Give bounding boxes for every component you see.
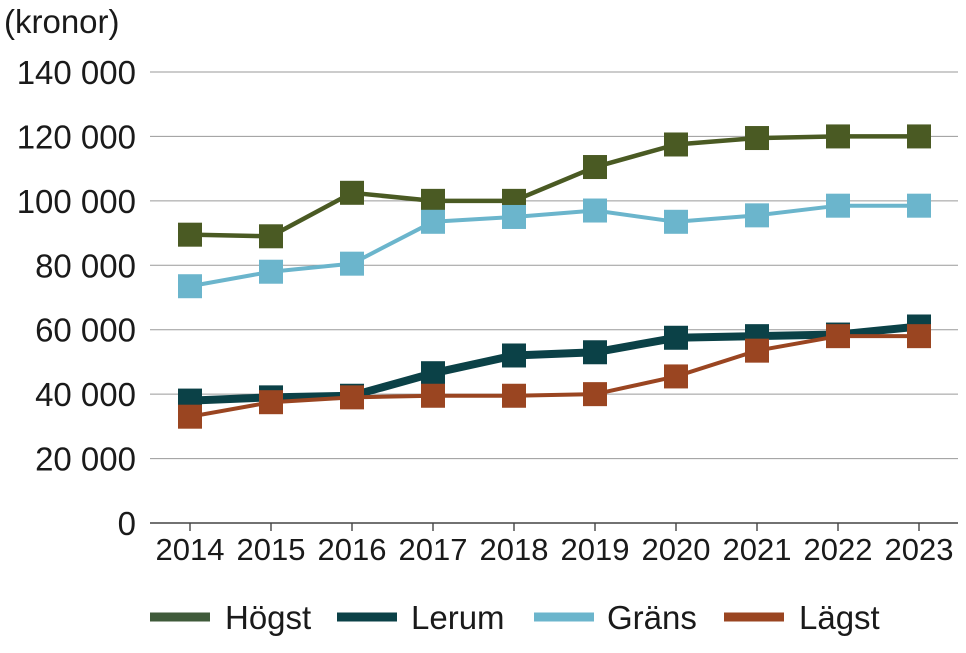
data-point: [502, 383, 526, 408]
legend: Högst Lerum Gräns Lägst: [150, 599, 880, 636]
data-point: [259, 390, 283, 415]
series-line: [189, 203, 919, 289]
data-point: [664, 325, 688, 350]
series-lägst: [178, 324, 931, 429]
x-tick-label: 2022: [804, 532, 873, 567]
x-tick-label: 2018: [480, 532, 549, 567]
data-point: [745, 126, 769, 151]
data-point: [421, 383, 445, 408]
data-point: [178, 404, 202, 429]
data-point: [421, 361, 445, 386]
legend-label: Lerum: [411, 599, 505, 636]
data-point: [583, 382, 607, 407]
data-point: [340, 385, 364, 410]
series-line: [189, 334, 919, 419]
data-point: [583, 340, 607, 365]
data-point: [178, 274, 202, 299]
data-point: [502, 204, 526, 229]
x-tick-label: 2015: [237, 532, 306, 567]
data-point: [178, 222, 202, 247]
y-tick-label: 80 000: [35, 247, 136, 284]
legend-item: Högst: [150, 599, 311, 636]
data-point: [664, 132, 688, 157]
y-tick-label: 20 000: [35, 441, 136, 478]
y-tick-label: 140 000: [17, 54, 136, 91]
x-axis-ticks: 2014 2015 2016 2017 2018 2019 2020 2021 2022 2023: [156, 523, 954, 567]
data-point: [907, 324, 931, 349]
series-lerum: [178, 314, 931, 413]
data-point: [826, 124, 850, 149]
legend-label: Gräns: [607, 599, 697, 636]
x-tick-label: 2021: [723, 532, 792, 567]
y-tick-label: 100 000: [17, 183, 136, 220]
x-tick-label: 2014: [156, 532, 225, 567]
data-point: [907, 193, 931, 218]
x-tick-label: 2016: [318, 532, 387, 567]
legend-label: Lägst: [799, 599, 880, 636]
data-point: [907, 124, 931, 149]
data-point: [502, 343, 526, 368]
data-point: [583, 155, 607, 180]
data-point: [745, 338, 769, 363]
data-point: [421, 188, 445, 213]
data-point: [340, 180, 364, 205]
data-point: [826, 193, 850, 218]
series-line: [189, 134, 919, 239]
legend-item: Lerum: [337, 599, 505, 636]
series-line: [189, 322, 920, 405]
y-tick-label: 120 000: [17, 118, 136, 155]
y-axis-ticks: 0 20 000 40 000 60 000 80 000 100 000 120 000 1…: [17, 54, 136, 542]
y-axis-unit-label: (kronor): [4, 3, 120, 40]
series-gräns: [178, 193, 931, 299]
data-point: [664, 209, 688, 234]
legend-item: Gräns: [534, 599, 697, 636]
data-point: [583, 198, 607, 223]
data-point: [664, 364, 688, 389]
y-tick-label: 0: [118, 505, 136, 542]
data-point: [259, 224, 283, 249]
x-tick-label: 2020: [642, 532, 711, 567]
legend-label: Högst: [225, 599, 311, 636]
data-point: [421, 209, 445, 234]
data-point: [745, 203, 769, 228]
x-tick-label: 2019: [561, 532, 630, 567]
data-point: [826, 324, 850, 349]
y-tick-label: 60 000: [35, 312, 136, 349]
x-tick-label: 2017: [399, 532, 468, 567]
series-lines: [178, 124, 931, 429]
data-point: [340, 251, 364, 276]
series-högst: [178, 124, 931, 249]
x-tick-label: 2023: [885, 532, 954, 567]
y-tick-label: 40 000: [35, 376, 136, 413]
data-point: [259, 259, 283, 284]
legend-item: Lägst: [724, 599, 880, 636]
